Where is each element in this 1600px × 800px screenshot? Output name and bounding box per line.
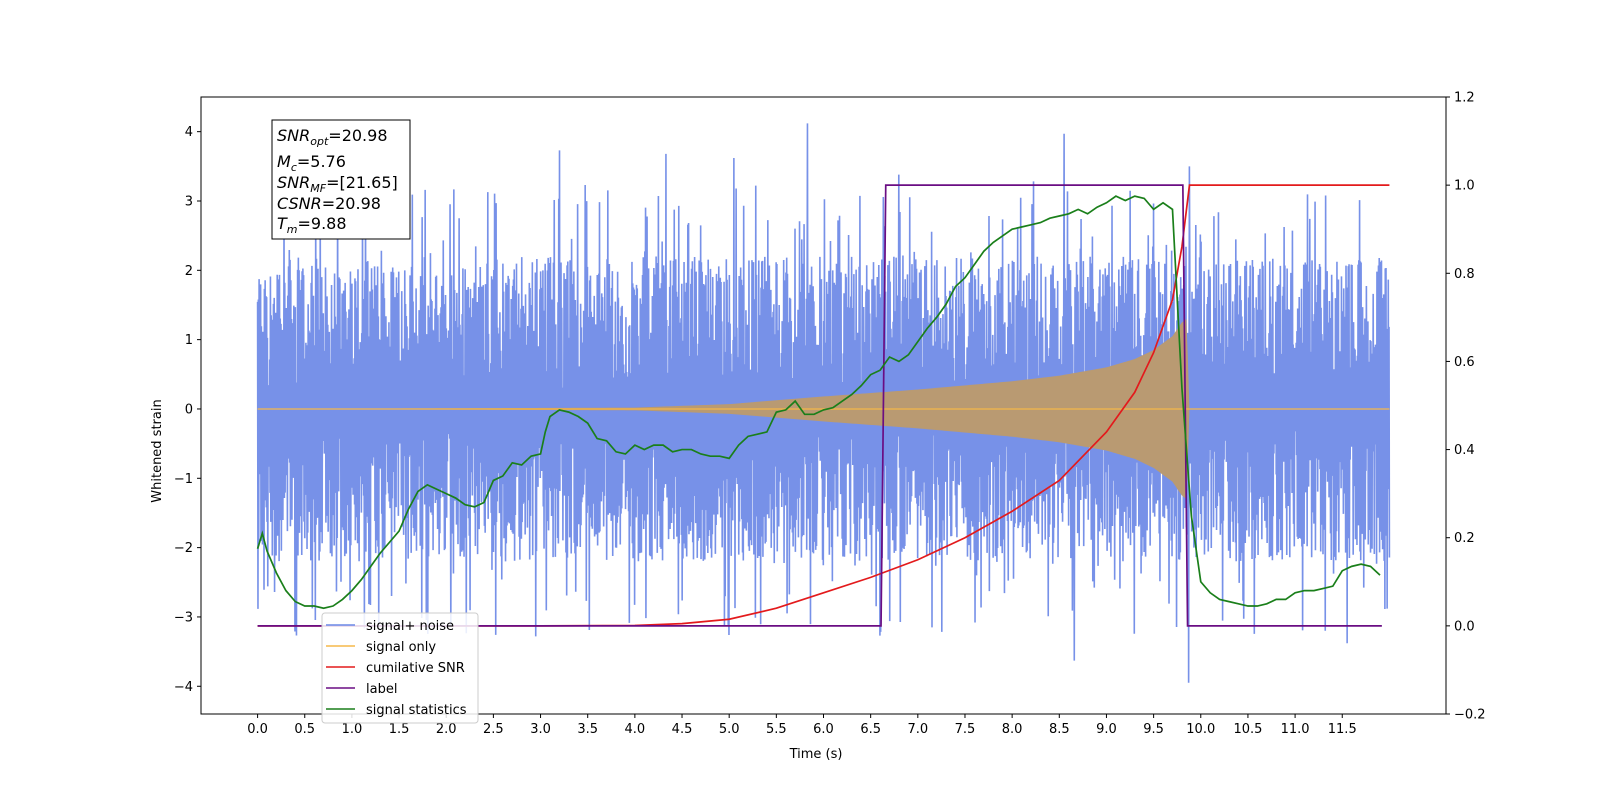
x-tick-label: 8.0 — [1002, 722, 1023, 737]
x-tick-label: 8.5 — [1049, 722, 1070, 737]
annotation-csnr: CSNR=20.98 — [277, 194, 381, 213]
legend-label: signal+ noise — [366, 619, 454, 634]
x-tick-label: 0.0 — [247, 722, 268, 737]
legend: signal+ noise signal only cumilative SNR… — [321, 612, 479, 724]
y-tick-label: 2 — [185, 264, 193, 279]
y-tick-label: 0 — [185, 402, 193, 417]
x-tick-label: 6.0 — [813, 722, 834, 737]
x-tick-label: 11.0 — [1281, 722, 1310, 737]
y-right-tick-label: 0.4 — [1454, 443, 1475, 458]
y-tick-label: −3 — [174, 610, 193, 625]
signal-plus-noise-line — [256, 123, 1391, 683]
legend-item-label: label — [326, 682, 397, 697]
y-right-tick-label: 0.6 — [1454, 355, 1475, 370]
series-signal-statistics-line — [256, 195, 1381, 610]
axes: 0.0 0.5 1.0 1.5 2.0 2.5 3.0 3.5 4.0 4.5 5.0 5.5 6.0 6… — [174, 91, 1486, 738]
legend-item-signal-statistics: signal statistics — [326, 703, 467, 718]
series-signal-plus-noise — [256, 123, 1391, 683]
legend-item-signal-only: signal only — [326, 640, 436, 655]
x-tick-label: 4.0 — [625, 722, 646, 737]
x-axis-label: Time (s) — [789, 747, 843, 762]
x-tick-label: 3.0 — [530, 722, 551, 737]
y-tick-label: 3 — [185, 194, 193, 209]
x-tick-label: 4.5 — [672, 722, 693, 737]
y-right-tick-label: 1.0 — [1454, 179, 1475, 194]
annotation-snr-opt: SNRopt=20.98 — [277, 126, 388, 148]
x-tick-label: 5.0 — [719, 722, 740, 737]
x-tick-label: 10.5 — [1233, 722, 1262, 737]
x-tick-label: 11.5 — [1328, 722, 1357, 737]
x-tick-label: 1.5 — [389, 722, 410, 737]
x-tick-label: 10.0 — [1186, 722, 1215, 737]
x-tick-label: 2.0 — [436, 722, 457, 737]
annotation-frame — [271, 119, 411, 240]
y-right-tick-label: 0.8 — [1454, 267, 1475, 282]
y-tick-label: −1 — [174, 472, 193, 487]
x-tick-label: 0.5 — [294, 722, 315, 737]
series-signal-only — [257, 319, 1390, 499]
series-label-line — [257, 184, 1382, 627]
x-tick-label: 5.5 — [766, 722, 787, 737]
x-tick-label: 7.0 — [907, 722, 928, 737]
series-lines — [256, 184, 1390, 627]
y-tick-label: −4 — [174, 680, 193, 695]
y-tick-label: 4 — [185, 125, 193, 140]
annotation-box: SNRopt=20.98 Mc=5.76 SNRMF=[21.65] CSNR=… — [271, 119, 411, 240]
annotation-merger-time: Tm=9.88 — [277, 214, 347, 236]
y-axis-label: Whitened strain — [150, 399, 165, 502]
legend-frame — [321, 612, 479, 724]
x-tick-label: 3.5 — [577, 722, 598, 737]
y-right-tick-label: 0.0 — [1454, 619, 1475, 634]
y-right-tick-label: 0.2 — [1454, 531, 1475, 546]
annotation-chirp-mass: Mc=5.76 — [277, 152, 346, 174]
x-tick-label: 1.0 — [342, 722, 363, 737]
annotation-snr-mf: SNRMF=[21.65] — [277, 173, 398, 195]
x-tick-label: 7.5 — [955, 722, 976, 737]
legend-item-signal-plus-noise: signal+ noise — [326, 619, 454, 634]
legend-label: signal statistics — [366, 703, 467, 718]
y-right-tick-label: −0.2 — [1454, 708, 1486, 723]
x-tick-label: 9.5 — [1143, 722, 1164, 737]
legend-label: label — [366, 682, 397, 697]
legend-label: signal only — [366, 640, 436, 655]
x-tick-label: 2.5 — [483, 722, 504, 737]
y-tick-label: 1 — [185, 333, 193, 348]
legend-label: cumilative SNR — [366, 661, 465, 676]
legend-item-cumulative-snr: cumilative SNR — [326, 661, 465, 676]
y-right-tick-label: 1.2 — [1454, 91, 1475, 106]
x-tick-label: 6.5 — [860, 722, 881, 737]
x-tick-label: 9.0 — [1096, 722, 1117, 737]
y-tick-label: −2 — [174, 541, 193, 556]
series-cumilative-snr-line — [257, 184, 1390, 627]
